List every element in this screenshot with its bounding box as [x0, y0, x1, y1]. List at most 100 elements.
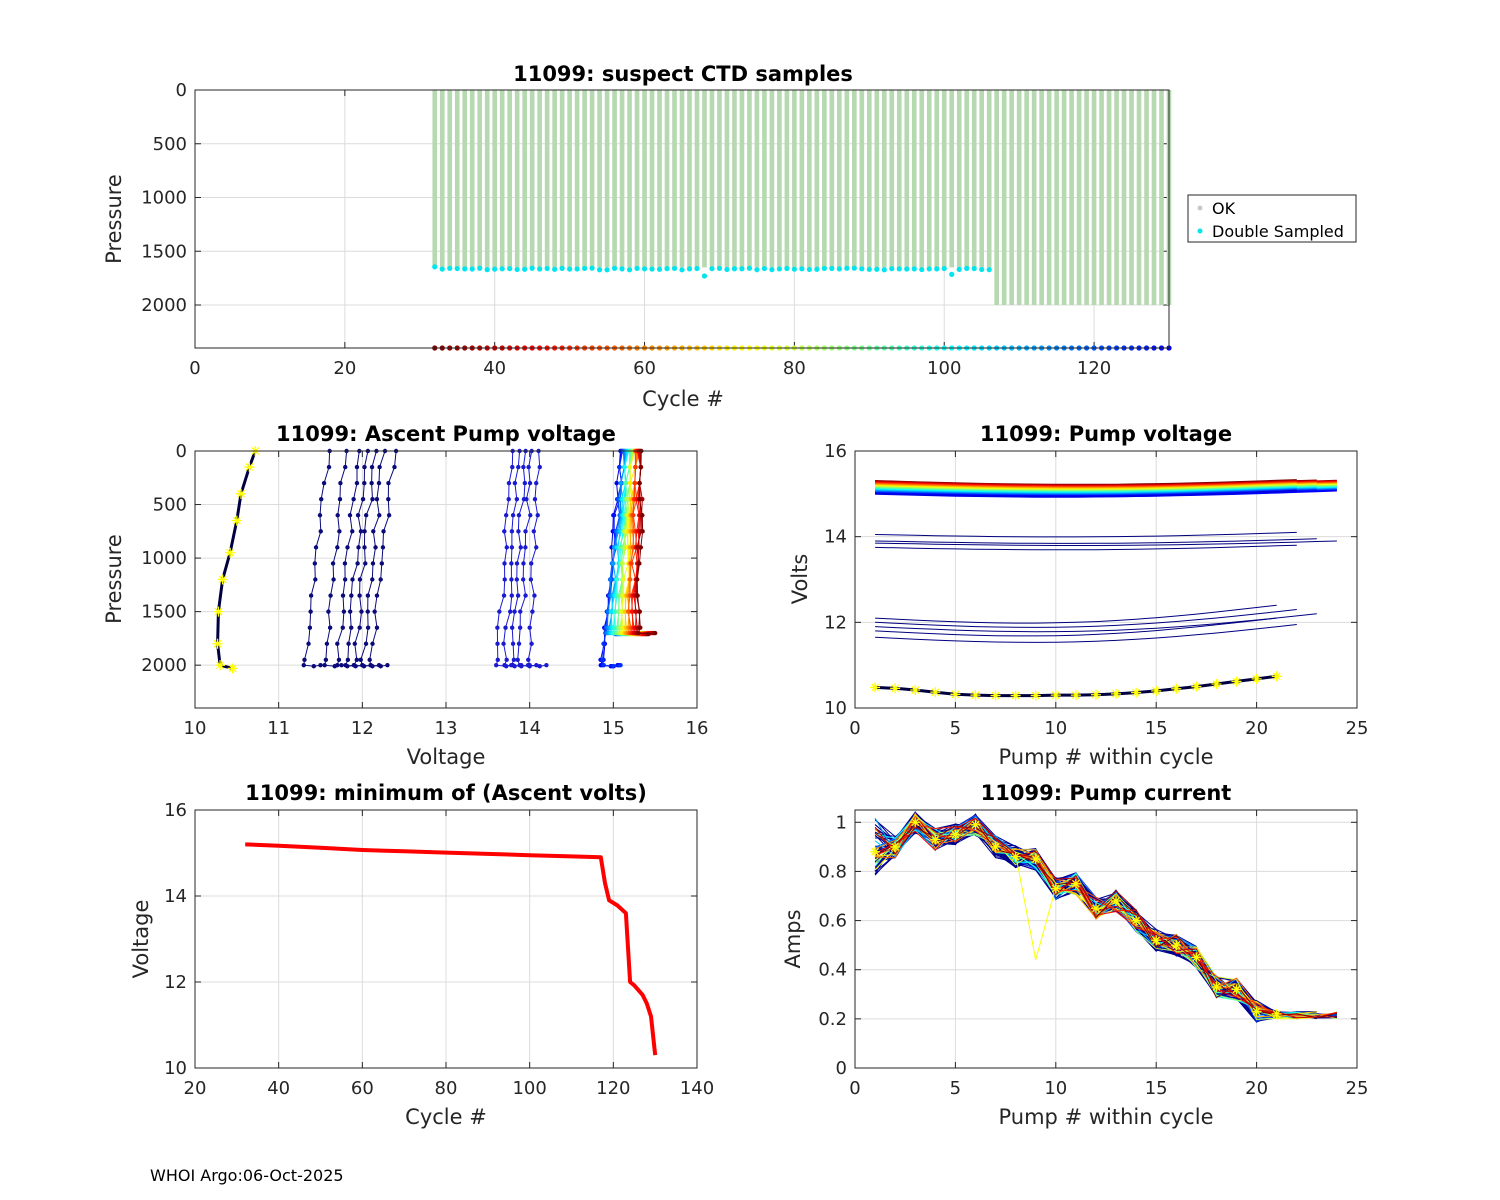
ascent-group3-point: [616, 609, 621, 614]
double-sampled-point: [829, 265, 835, 272]
pumpvolt-latest-marker: [1251, 673, 1262, 684]
ascent-group1-point: [355, 513, 361, 518]
suspect-xtick-label: 20: [333, 358, 356, 379]
pumpvolt-latest-marker: [1131, 687, 1142, 698]
ascent-group2-point: [537, 664, 542, 669]
pumpvolt-ytick-label: 14: [824, 527, 847, 548]
ascent-group3-point: [637, 496, 642, 502]
ok-profile-bar: [747, 90, 752, 268]
ascent-ytick-label: 1000: [141, 548, 187, 569]
double-sampled-point: [567, 266, 573, 272]
min-volts-line: [245, 842, 658, 1056]
ascent-group3-point: [629, 561, 634, 566]
pumpcur-latest-marker: [870, 846, 881, 857]
double-sampled-point: [462, 266, 468, 272]
ascent-group1-point: [363, 641, 369, 646]
ascent-group1-point: [370, 641, 375, 646]
legend-ok-label: OK: [1212, 199, 1236, 218]
ok-profile-bar: [724, 90, 730, 268]
ascent-group1-point: [322, 662, 327, 668]
minvolt-ytick-label: 16: [164, 800, 187, 821]
ascent-group3-point: [623, 480, 628, 486]
suspect-ytick-label: 0: [176, 80, 187, 101]
double-sampled-point: [806, 266, 812, 273]
pumpvolt-ytick-label: 10: [824, 698, 847, 719]
ascent-group2-point: [508, 609, 513, 614]
ok-profile-bar: [687, 90, 692, 268]
ok-profile-bar: [807, 90, 812, 268]
ascent-group2-point: [516, 513, 522, 518]
ascent-ylabel: Pressure: [102, 534, 126, 624]
double-sampled-point: [941, 265, 947, 272]
ascent-group1-point: [350, 577, 355, 582]
minvolt-ylabel: Voltage: [129, 900, 153, 979]
ascent-xtick-label: 11: [267, 718, 290, 739]
double-sampled-point: [814, 266, 820, 272]
ascent-group2-point: [510, 464, 515, 470]
ascent-group2-point: [501, 641, 506, 646]
double-sampled-point: [477, 265, 483, 271]
double-sampled-point: [641, 266, 648, 272]
ok-profile-bar: [559, 90, 565, 268]
pumpvolt-latest-marker: [990, 690, 1001, 701]
suspect-xtick-label: 60: [633, 358, 656, 379]
double-sampled-point: [986, 267, 992, 273]
ok-profile-bar: [1039, 90, 1044, 305]
ok-profile-bar: [499, 90, 505, 268]
ok-profile-bar: [619, 90, 625, 268]
ascent-group2-point: [528, 513, 533, 518]
ascent-group1-point: [369, 480, 374, 486]
ascent-xtick-label: 14: [518, 718, 541, 739]
ascent-group3-point: [628, 577, 633, 582]
minvolt-xtick-label: 100: [512, 1078, 546, 1099]
double-sampled-point: [634, 265, 640, 272]
pumpcur-latest-marker: [1191, 952, 1202, 963]
pumpcur-plot: 0 5 10 15 20 25 0 0.2 0.4 0.6 0.8 1: [818, 809, 1368, 1099]
ok-profile-bar: [1001, 90, 1007, 305]
pumpcur-xtick-label: 15: [1145, 1078, 1168, 1099]
double-sampled-point: [836, 266, 842, 272]
ok-profile-bar: [949, 90, 955, 268]
ascent-group1-point: [351, 496, 356, 502]
ok-profile-bar: [529, 90, 535, 268]
ascent-group1-point: [386, 480, 391, 486]
double-sampled-point: [934, 266, 940, 272]
pumpvolt-latest-marker: [1231, 676, 1242, 687]
suspect-ytick-label: 2000: [141, 295, 187, 316]
double-sampled-point: [574, 266, 580, 272]
ascent-group2-point: [506, 496, 511, 502]
suspect-ytick-label: 1000: [141, 188, 187, 209]
ascent-group3-point: [617, 464, 622, 470]
double-sampled-point: [919, 266, 925, 273]
ascent-group2-point: [512, 480, 518, 486]
ascent-group1-point: [340, 625, 345, 630]
ascent-group1-point: [360, 496, 366, 502]
double-sampled-point: [859, 266, 865, 272]
ascent-group3-point: [600, 657, 605, 663]
ascent-group2-point: [509, 561, 514, 566]
ok-profile-bar: [514, 90, 520, 268]
ok-profile-bar: [919, 90, 925, 268]
ok-profile-bar: [822, 90, 827, 268]
ascent-group1-point: [343, 662, 348, 668]
ok-profile-bar: [881, 90, 887, 268]
pumpvolt-latest-marker: [970, 690, 981, 701]
ok-profile-bar: [484, 90, 490, 268]
ascent-group3-point: [620, 561, 625, 566]
double-sampled-point: [724, 266, 730, 273]
pumpcur-latest-marker: [1111, 895, 1122, 906]
ascent-group3-point: [627, 464, 633, 470]
ascent-group1-point: [380, 545, 386, 550]
ascent-group3-point: [631, 513, 636, 518]
ascent-group3-point: [622, 464, 627, 470]
ascent-group1-point: [370, 577, 375, 582]
ascent-group1-point: [347, 513, 353, 518]
ascent-group3-point: [614, 577, 620, 582]
double-sampled-point: [596, 267, 603, 273]
ascent-group2-point: [502, 561, 507, 566]
ascent-group2-point: [495, 641, 500, 646]
pumpcur-latest-marker: [1251, 1006, 1262, 1017]
ok-profile-bar: [1129, 90, 1134, 305]
pumpvolt-ytick-label: 16: [824, 441, 847, 462]
ascent-group1-point: [337, 529, 342, 534]
